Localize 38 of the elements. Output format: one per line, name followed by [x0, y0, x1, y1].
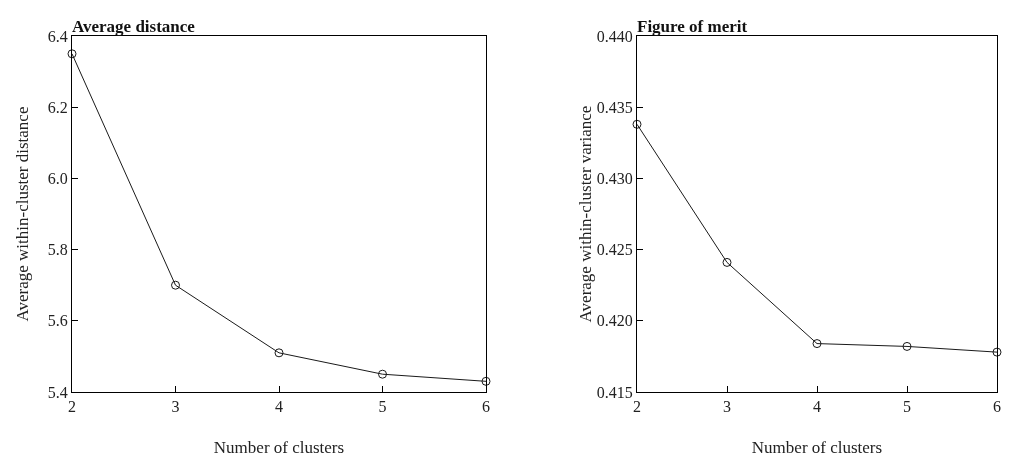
y-tick-label: 0.425	[596, 241, 633, 259]
y-tick-label: 5.6	[47, 312, 68, 330]
x-tick-label: 2	[68, 398, 76, 416]
y-tick-label: 5.8	[47, 241, 68, 259]
y-tick-label: 0.420	[596, 312, 633, 330]
x-axis-title: Number of clusters	[751, 438, 883, 457]
point	[812, 339, 822, 349]
point	[378, 369, 387, 379]
y-tick-label: 6.0	[47, 170, 68, 187]
y-axis-title: Average within-cluster variance	[575, 105, 595, 323]
point	[274, 348, 284, 358]
point	[902, 341, 912, 351]
y-tick-label: 6.4	[47, 27, 68, 45]
y-tick-label: 0.430	[596, 170, 633, 187]
x-tick-label: 4	[813, 398, 821, 416]
point	[67, 49, 77, 59]
x-tick-label: 3	[171, 398, 180, 416]
point	[171, 280, 180, 290]
point	[632, 119, 642, 129]
x-tick-label: 5	[903, 398, 911, 416]
chart-title: Average distance	[72, 17, 196, 37]
x-tick-label: 5	[378, 398, 387, 416]
y-tick-label: 0.415	[596, 383, 633, 401]
point	[992, 347, 1002, 357]
y-tick-label: 6.2	[47, 98, 68, 116]
y-axis-title: Average within-cluster distance	[13, 106, 32, 322]
x-tick-label: 4	[275, 398, 283, 416]
chart-title: Figure of merit	[637, 17, 748, 37]
x-tick-label: 3	[723, 398, 731, 416]
y-tick-label: 0.440	[596, 27, 633, 45]
point	[722, 257, 732, 267]
x-tick-label: 2	[633, 398, 641, 416]
y-tick-label: 0.435	[596, 98, 633, 116]
x-tick-label: 6	[482, 398, 490, 416]
y-tick-label: 5.4	[47, 383, 68, 401]
point	[481, 376, 491, 386]
x-tick-label: 6	[993, 398, 1001, 416]
x-axis-title: Number of clusters	[213, 438, 345, 457]
